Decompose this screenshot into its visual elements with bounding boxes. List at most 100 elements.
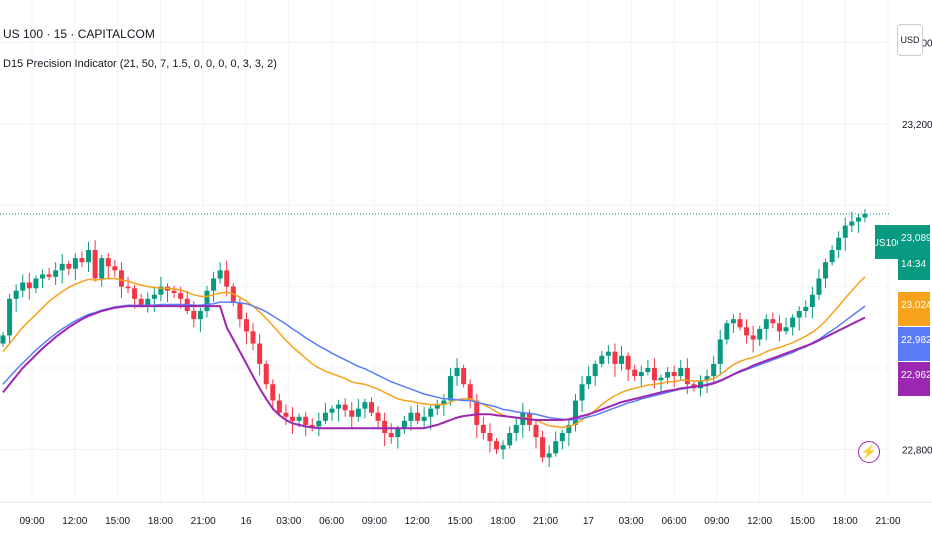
- candle-body: [171, 290, 177, 294]
- candle-body: [257, 343, 263, 364]
- candle-body: [53, 270, 59, 277]
- candle-body: [730, 319, 736, 324]
- candle-body: [270, 384, 276, 401]
- time-tick-label: 09:00: [362, 516, 387, 527]
- price-tag-value: 23,024.4: [901, 300, 932, 311]
- time-tick-label: 16: [240, 516, 252, 527]
- price-tag-value: 23,089.4: [901, 233, 932, 244]
- candle-body: [276, 400, 282, 413]
- time-tick-label: 15:00: [790, 516, 815, 527]
- candle-body: [592, 363, 598, 377]
- candle-body: [816, 278, 822, 295]
- candle-body: [230, 286, 236, 303]
- candle-body: [204, 290, 210, 312]
- candle-body: [355, 408, 361, 417]
- candle-body: [744, 327, 750, 336]
- candle-body: [605, 351, 611, 356]
- candle-body: [368, 402, 374, 413]
- candle-body: [349, 410, 355, 417]
- candle-body: [763, 319, 769, 329]
- price-tag: [898, 292, 930, 326]
- candle-body: [211, 278, 217, 291]
- time-axis[interactable]: 09:00 12:00 15:00 18:00 21:00 16 03:00 06:00 09:…: [0, 501, 932, 527]
- candle-body: [66, 263, 72, 269]
- candle-body: [145, 298, 151, 305]
- candle-body: [842, 225, 848, 238]
- symbol-tag: [875, 225, 899, 259]
- candle-body: [375, 412, 381, 421]
- candle-body: [612, 351, 618, 364]
- candle-body: [243, 319, 249, 332]
- candle-body: [382, 420, 388, 434]
- candle-body: [421, 416, 427, 421]
- time-tick-label: 18:00: [490, 516, 515, 527]
- candle-body: [480, 424, 486, 434]
- candle-body: [59, 263, 65, 271]
- symbol-tag-label: US100: [872, 238, 903, 249]
- candle-body: [599, 355, 605, 364]
- candle-body: [72, 258, 78, 269]
- candle-body: [151, 294, 157, 299]
- time-tick-label: 21:00: [191, 516, 216, 527]
- candle-body: [303, 416, 309, 425]
- candle-body: [86, 250, 92, 263]
- indicator-line-21: [2, 276, 866, 429]
- candle-body: [0, 335, 6, 344]
- time-tick-label: 21:00: [533, 516, 558, 527]
- candle-body: [855, 217, 861, 222]
- candle-body: [322, 412, 328, 421]
- candle-body: [671, 372, 677, 377]
- time-tick-label: 15:00: [105, 516, 130, 527]
- candle-body: [776, 323, 782, 332]
- price-tag-countdown: 14:34: [901, 259, 926, 270]
- candle-body: [329, 408, 335, 413]
- candle-body: [658, 377, 664, 381]
- candle-body: [118, 270, 124, 287]
- candle-body: [362, 402, 368, 409]
- candle-body: [467, 384, 473, 401]
- candle-body: [684, 367, 690, 385]
- candle-body: [829, 250, 835, 263]
- time-tick-label: 06:00: [319, 516, 344, 527]
- candle-body: [217, 270, 223, 279]
- currency-button[interactable]: USD: [897, 24, 923, 56]
- time-tick-label: 12:00: [747, 516, 772, 527]
- candle-body: [197, 311, 203, 320]
- candle-body: [112, 266, 118, 271]
- indicator-title[interactable]: D15 Precision Indicator (21, 50, 7, 1.5,…: [3, 58, 277, 70]
- candle-body: [803, 306, 809, 312]
- candle-body: [99, 258, 105, 279]
- grid: [0, 0, 890, 500]
- candle-body: [783, 327, 789, 332]
- candle-body: [632, 369, 638, 377]
- candle-body: [566, 424, 572, 434]
- candle-body: [836, 237, 842, 250]
- candle-body: [513, 424, 519, 434]
- candle-body: [625, 355, 631, 370]
- candle-body: [678, 367, 684, 377]
- candle-body: [237, 302, 243, 320]
- candle-body: [651, 367, 657, 381]
- candle-body: [724, 323, 730, 340]
- lightning-icon[interactable]: ⚡: [858, 441, 880, 463]
- time-tick-label: 15:00: [447, 516, 472, 527]
- candle-body: [507, 433, 513, 446]
- candle-body: [46, 274, 52, 277]
- candle-body: [862, 213, 868, 218]
- candle-body: [290, 416, 296, 421]
- candle-body: [316, 420, 322, 427]
- candle-body: [92, 250, 98, 279]
- candle-body: [309, 424, 315, 427]
- candle-body: [638, 372, 644, 377]
- candle-body: [441, 400, 447, 405]
- candle-body: [645, 367, 651, 373]
- time-tick-label: 03:00: [619, 516, 644, 527]
- candle-body: [487, 433, 493, 442]
- price-tick-label: 23,200.0: [902, 120, 932, 131]
- candle-body: [447, 376, 453, 401]
- candle-body: [342, 404, 348, 411]
- time-tick-label: 18:00: [833, 516, 858, 527]
- indicator-line-7: [2, 305, 866, 430]
